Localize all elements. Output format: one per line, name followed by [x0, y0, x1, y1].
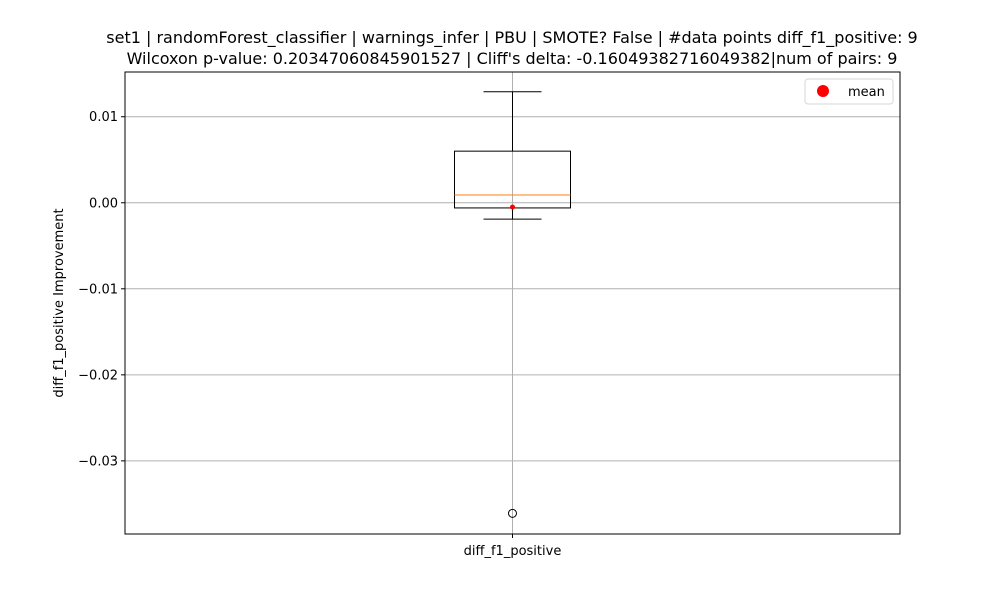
plot-area — [454, 91, 571, 518]
x-tick-label: diff_f1_positive — [464, 544, 562, 559]
outlier-point — [508, 508, 517, 518]
y-tick-label: −0.03 — [78, 454, 118, 469]
y-tick-label: 0.01 — [89, 110, 118, 125]
grid-lines — [125, 72, 900, 534]
legend-frame — [804, 78, 894, 105]
mean-marker — [510, 204, 515, 210]
y-axis-label: diff_f1_positive Improvement — [52, 208, 67, 397]
chart-title-line-1: set1 | randomForest_classifier | warning… — [106, 28, 917, 48]
axes: 0.01 0.00 −0.01 −0.02 −0.03 diff_f1_positive — [78, 110, 561, 559]
y-tick-label: −0.02 — [78, 368, 118, 383]
legend: mean — [804, 78, 894, 105]
chart-title-line-2: Wilcoxon p-value: 0.20347060845901527 | … — [127, 49, 898, 68]
legend-mean-label: mean — [848, 85, 885, 100]
y-tick-label: 0.00 — [89, 196, 118, 211]
legend-mean-marker — [817, 85, 829, 97]
y-tick-label: −0.01 — [78, 282, 118, 297]
